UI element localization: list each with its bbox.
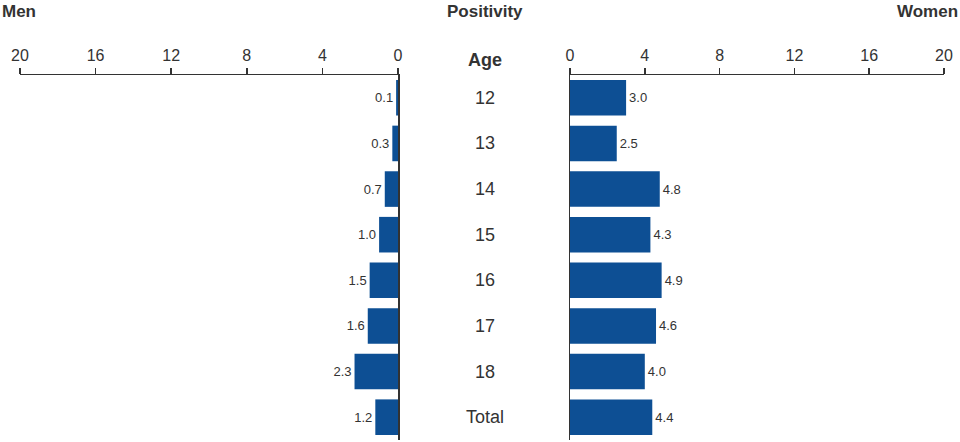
svg-text:1.6: 1.6 — [347, 318, 365, 333]
svg-text:8: 8 — [242, 47, 251, 64]
svg-text:12: 12 — [162, 47, 180, 64]
svg-text:4.6: 4.6 — [659, 318, 677, 333]
svg-text:2.5: 2.5 — [620, 136, 638, 151]
svg-text:1.0: 1.0 — [358, 227, 376, 242]
svg-text:1.2: 1.2 — [354, 410, 372, 425]
svg-text:16: 16 — [860, 47, 878, 64]
svg-text:12: 12 — [786, 47, 804, 64]
svg-text:12: 12 — [475, 88, 495, 108]
svg-text:Positivity: Positivity — [447, 2, 523, 21]
svg-text:4.0: 4.0 — [648, 364, 666, 379]
svg-text:0.7: 0.7 — [364, 182, 382, 197]
svg-text:17: 17 — [475, 316, 495, 336]
svg-text:13: 13 — [475, 133, 495, 153]
svg-text:Women: Women — [897, 2, 958, 21]
svg-text:1.5: 1.5 — [349, 273, 367, 288]
svg-text:3.0: 3.0 — [629, 90, 647, 105]
svg-text:4: 4 — [640, 47, 649, 64]
svg-text:14: 14 — [475, 179, 495, 199]
svg-text:0: 0 — [566, 47, 575, 64]
svg-text:18: 18 — [475, 362, 495, 382]
svg-text:Age: Age — [468, 50, 502, 70]
svg-text:Men: Men — [2, 2, 36, 21]
svg-text:4: 4 — [318, 47, 327, 64]
svg-text:4.4: 4.4 — [655, 410, 673, 425]
svg-text:0: 0 — [394, 47, 403, 64]
svg-text:4.9: 4.9 — [665, 273, 683, 288]
svg-text:2.3: 2.3 — [333, 364, 351, 379]
svg-text:16: 16 — [475, 270, 495, 290]
svg-text:20: 20 — [935, 47, 953, 64]
svg-text:0.3: 0.3 — [371, 136, 389, 151]
svg-text:4.8: 4.8 — [663, 182, 681, 197]
svg-text:8: 8 — [715, 47, 724, 64]
svg-text:20: 20 — [11, 47, 29, 64]
svg-text:15: 15 — [475, 225, 495, 245]
svg-text:0.1: 0.1 — [375, 90, 393, 105]
svg-text:16: 16 — [87, 47, 105, 64]
svg-text:Total: Total — [466, 407, 504, 427]
svg-text:4.3: 4.3 — [653, 227, 671, 242]
